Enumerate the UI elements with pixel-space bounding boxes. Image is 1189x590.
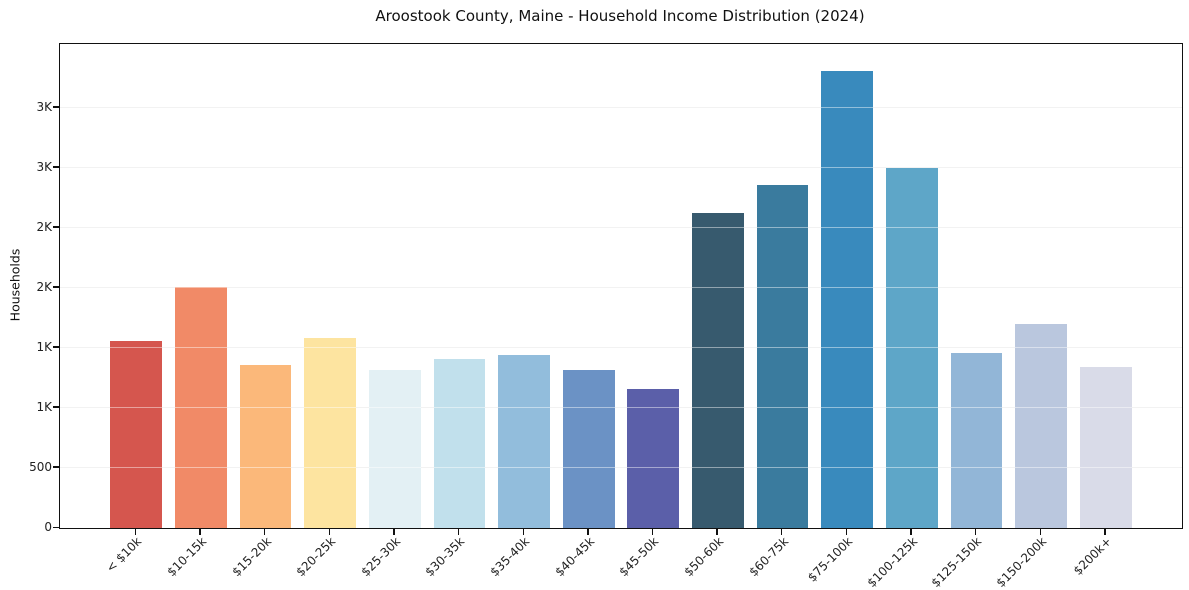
x-tick-mark: [845, 528, 848, 535]
x-tick-mark: [587, 528, 589, 535]
y-tick-mark: [53, 286, 59, 288]
bar-60-75k: [756, 185, 809, 528]
gridline-overlay: [60, 287, 1182, 289]
x-tick-mark: [134, 528, 137, 535]
x-tick-mark: [974, 528, 977, 535]
y-tick-mark: [53, 106, 59, 108]
y-tick-mark: [53, 526, 59, 528]
gridline-overlay: [60, 167, 1182, 169]
y-tick-label: 2K: [36, 279, 52, 294]
bar-30-35k: [433, 358, 486, 528]
bar-20-25k: [304, 338, 357, 528]
bar-10k: [110, 340, 163, 528]
gridline: [60, 407, 1182, 409]
gridlines-overlay-layer: [60, 44, 1182, 528]
bar-200k: [1079, 367, 1132, 528]
gridline-overlay: [60, 347, 1182, 349]
y-tick-mark: [53, 466, 59, 468]
gridline-overlay: [60, 407, 1182, 409]
gridline: [60, 107, 1182, 109]
y-tick-label: 0: [44, 520, 52, 534]
bar-100-125k: [885, 167, 938, 528]
gridline-overlay: [60, 467, 1182, 469]
bar-15-20k: [239, 364, 292, 528]
x-tick-mark: [716, 528, 718, 535]
bar-150-200k: [1015, 323, 1067, 528]
x-tick-mark: [328, 528, 331, 535]
gridline: [60, 227, 1182, 229]
y-tick-label: 1K: [36, 399, 52, 414]
bar-75-100k: [821, 71, 874, 528]
y-tick-mark: [53, 166, 59, 168]
chart-title: Aroostook County, Maine - Household Inco…: [375, 7, 865, 25]
x-tick-mark: [522, 528, 524, 535]
x-tick-mark: [457, 528, 460, 535]
x-tick-mark: [393, 528, 395, 535]
bar-40-45k: [562, 369, 615, 528]
bar-35-40k: [498, 355, 550, 528]
gridline-overlay: [60, 107, 1182, 109]
y-tick-label: 3K: [36, 99, 52, 114]
gridline: [60, 287, 1182, 289]
bar-125-150k: [950, 353, 1003, 528]
gridline: [60, 167, 1182, 169]
gridlines-layer: [60, 44, 1182, 528]
x-tick-mark: [781, 528, 783, 535]
bar-25-30k: [368, 370, 421, 528]
y-tick-label: 3K: [36, 159, 52, 174]
gridline: [60, 467, 1182, 469]
bar-10-15k: [175, 286, 227, 528]
x-tick-mark: [264, 528, 266, 535]
plot-area: [59, 43, 1183, 529]
y-tick-label: 1K: [36, 339, 52, 354]
x-tick-mark: [910, 528, 912, 535]
bar-50-60k: [692, 212, 744, 528]
x-tick-label: < $10k: [103, 534, 145, 576]
y-tick-label: 2K: [36, 219, 52, 234]
x-tick-mark: [199, 528, 201, 535]
y-tick-mark: [53, 346, 59, 348]
y-tick-mark: [53, 406, 59, 408]
gridline-overlay: [60, 227, 1182, 229]
y-tick-label: 500: [29, 459, 52, 474]
x-tick-mark: [1104, 528, 1106, 535]
y-tick-mark: [53, 226, 59, 228]
bar-45-50k: [627, 388, 680, 528]
gridline: [60, 347, 1182, 349]
bars-layer: [60, 44, 1182, 528]
x-tick-mark: [1039, 528, 1041, 535]
x-tick-mark: [651, 528, 654, 535]
